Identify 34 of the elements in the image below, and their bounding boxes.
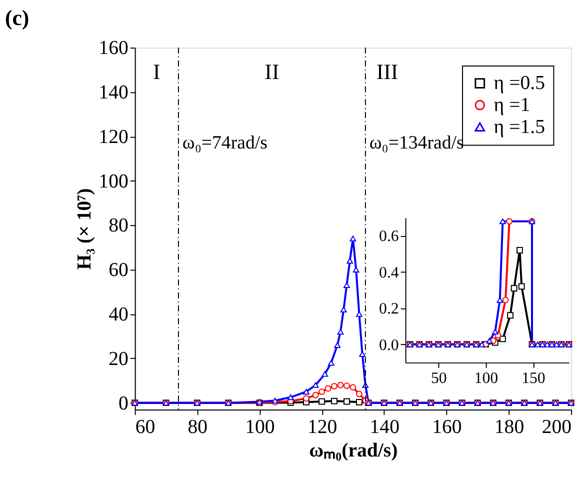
y-tick-label: 0.2 <box>379 300 399 318</box>
legend-label: η =0.5 <box>494 72 546 94</box>
x-tick-label: 50 <box>430 370 447 387</box>
y-tick-label: 0.4 <box>379 264 399 282</box>
legend-label: η =1 <box>494 94 530 116</box>
ref-line-label: ω₀=134rad/s <box>369 132 464 154</box>
x-tick-label: 180 <box>494 416 524 438</box>
x-tick-label: 80 <box>188 416 208 438</box>
y-tick-label: 0 <box>118 392 128 414</box>
x-tick-label: 150 <box>522 370 546 387</box>
y-tick-label: 20 <box>108 348 128 370</box>
y-tick-label: 160 <box>98 37 128 60</box>
y-axis-title: H₃ (× 10⁷) <box>74 188 96 270</box>
x-tick-label: 120 <box>307 416 338 438</box>
x-tick-label: 60 <box>135 416 156 438</box>
ref-line-label: ω₀=74rad/s <box>182 132 268 154</box>
annotation: II <box>264 60 280 84</box>
y-tick-label: 80 <box>108 214 128 237</box>
y-tick-label: 0.0 <box>379 336 399 354</box>
x-tick-label: 100 <box>474 370 498 387</box>
x-tick-label: 100 <box>245 416 275 438</box>
y-tick-label: 100 <box>98 170 128 192</box>
annotation: III <box>376 60 398 84</box>
x-tick-label: 160 <box>432 416 462 438</box>
y-tick-label: 60 <box>108 259 128 282</box>
y-tick-label: 140 <box>98 81 128 104</box>
y-tick-label: 0.6 <box>379 228 399 246</box>
chart-title: (c) <box>4 6 30 30</box>
y-tick-label: 40 <box>108 303 128 326</box>
x-tick-label: 200 <box>542 416 572 438</box>
x-axis-title: ωₘ₀(rad/s) <box>309 440 398 462</box>
y-tick-label: 120 <box>98 126 128 148</box>
legend-label: η =1.5 <box>494 116 546 138</box>
annotation: I <box>153 60 160 84</box>
